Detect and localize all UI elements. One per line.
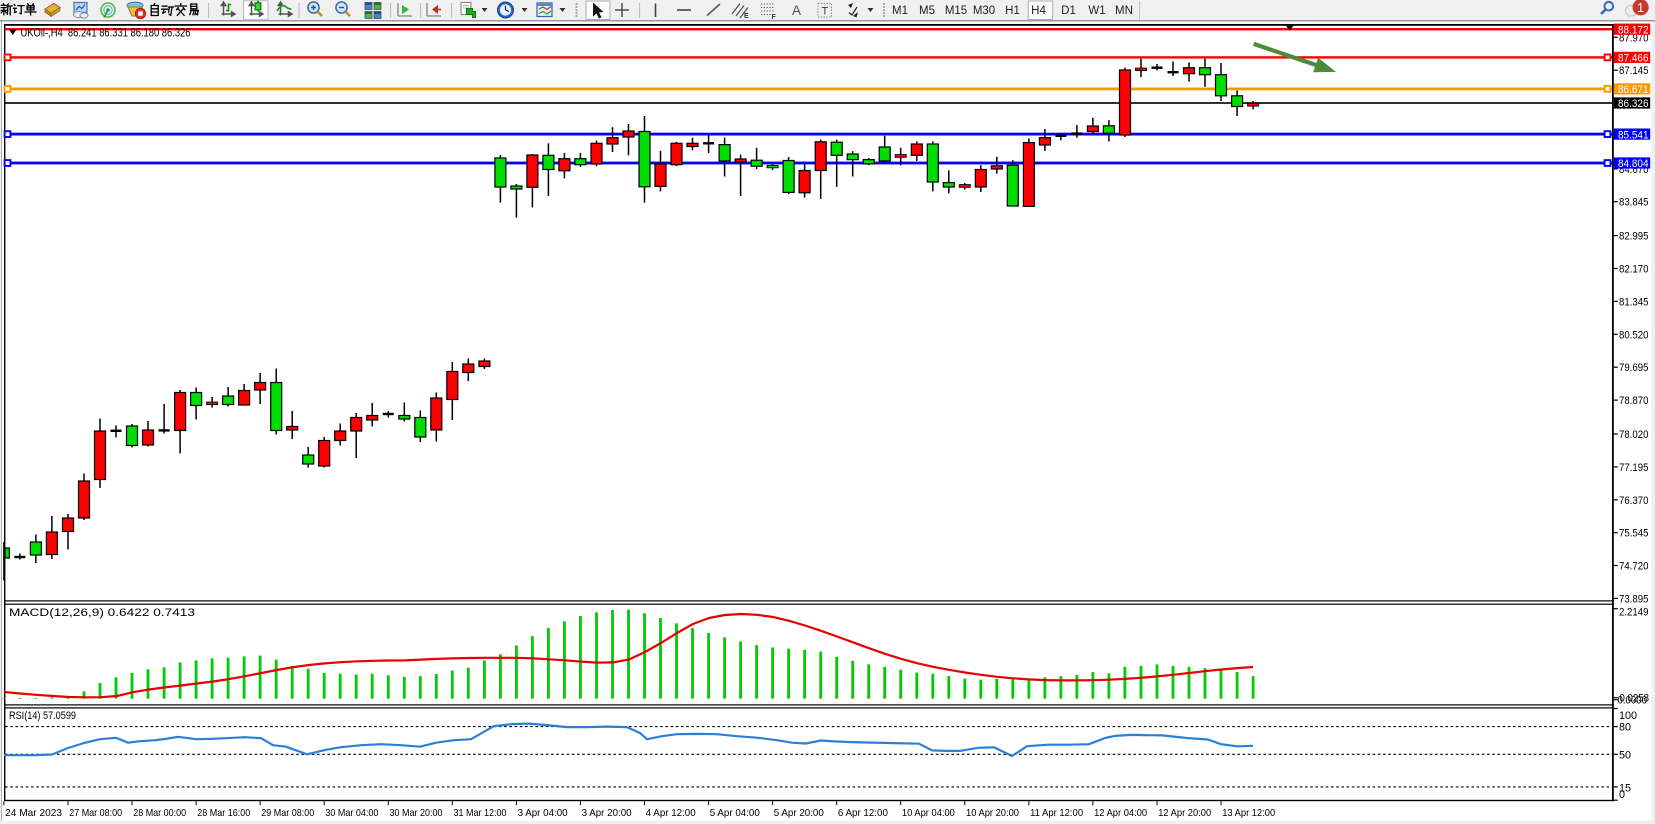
svg-text:87.466: 87.466 [1618, 53, 1649, 65]
svg-text:76.370: 76.370 [1619, 495, 1649, 507]
svg-text:30 Mar 04:00: 30 Mar 04:00 [325, 807, 378, 819]
svg-text:83.845: 83.845 [1619, 197, 1649, 209]
svg-text:W1: W1 [1088, 5, 1105, 17]
svg-text:80.520: 80.520 [1619, 329, 1649, 341]
svg-text:MN: MN [1115, 5, 1133, 17]
svg-text:6 Apr 12:00: 6 Apr 12:00 [838, 807, 888, 819]
svg-text:78.870: 78.870 [1619, 395, 1649, 407]
svg-text:82.995: 82.995 [1619, 231, 1649, 243]
svg-text:11 Apr 12:00: 11 Apr 12:00 [1030, 807, 1083, 819]
svg-text:73.895: 73.895 [1619, 593, 1649, 605]
svg-text:28 Mar 00:00: 28 Mar 00:00 [133, 807, 186, 819]
svg-text:50: 50 [1619, 749, 1631, 761]
svg-text:M15: M15 [945, 5, 967, 17]
svg-text:78.020: 78.020 [1619, 429, 1649, 441]
svg-text:81.345: 81.345 [1619, 296, 1649, 308]
svg-text:3 Apr 04:00: 3 Apr 04:00 [518, 807, 568, 819]
svg-text:12 Apr 04:00: 12 Apr 04:00 [1094, 807, 1147, 819]
svg-text:0.0258: 0.0258 [1620, 693, 1650, 705]
svg-text:77.195: 77.195 [1619, 462, 1649, 474]
svg-text:87.970: 87.970 [1619, 32, 1649, 44]
svg-text:5 Apr 20:00: 5 Apr 20:00 [774, 807, 824, 819]
svg-text:13 Apr 12:00: 13 Apr 12:00 [1222, 807, 1275, 819]
svg-text:M30: M30 [973, 5, 995, 17]
svg-text:D1: D1 [1061, 5, 1076, 17]
svg-text:0: 0 [1619, 789, 1625, 801]
svg-text:A: A [792, 3, 801, 18]
svg-text:H4: H4 [1031, 5, 1046, 17]
svg-text:88.172: 88.172 [1618, 24, 1649, 36]
svg-text:27 Mar 08:00: 27 Mar 08:00 [69, 807, 122, 819]
svg-text:79.695: 79.695 [1619, 362, 1649, 374]
svg-text:87.145: 87.145 [1619, 65, 1649, 77]
svg-text:E: E [744, 13, 749, 20]
svg-text:RSI(14) 57.0599: RSI(14) 57.0599 [9, 710, 76, 722]
svg-text:H1: H1 [1005, 5, 1020, 17]
svg-text:82.170: 82.170 [1619, 264, 1649, 276]
svg-text:M1: M1 [892, 5, 908, 17]
svg-text:12 Apr 20:00: 12 Apr 20:00 [1158, 807, 1211, 819]
svg-text:100: 100 [1619, 710, 1637, 722]
svg-text:10 Apr 04:00: 10 Apr 04:00 [902, 807, 955, 819]
svg-text:30 Mar 20:00: 30 Mar 20:00 [390, 807, 443, 819]
svg-text:MACD(12,26,9) 0.6422 0.7413: MACD(12,26,9) 0.6422 0.7413 [9, 607, 195, 619]
svg-text:29 Mar 08:00: 29 Mar 08:00 [261, 807, 314, 819]
svg-text:4 Apr 12:00: 4 Apr 12:00 [646, 807, 696, 819]
svg-text:5 Apr 04:00: 5 Apr 04:00 [710, 807, 760, 819]
svg-text:80: 80 [1619, 722, 1631, 734]
svg-text:86.326: 86.326 [1618, 98, 1649, 110]
svg-text:86.671: 86.671 [1618, 84, 1649, 96]
svg-text:84.804: 84.804 [1618, 158, 1649, 170]
svg-text:T: T [822, 6, 829, 18]
svg-text:1: 1 [1637, 1, 1644, 15]
svg-text:24 Mar 2023: 24 Mar 2023 [5, 807, 62, 819]
svg-text:75.545: 75.545 [1619, 528, 1649, 540]
svg-text:31 Mar 12:00: 31 Mar 12:00 [454, 807, 507, 819]
svg-text:2.2149: 2.2149 [1619, 606, 1649, 618]
svg-text:15: 15 [1619, 783, 1631, 795]
svg-text:3 Apr 20:00: 3 Apr 20:00 [582, 807, 632, 819]
svg-text:85.541: 85.541 [1618, 129, 1649, 141]
svg-text:UKOil-,H4 86.241 86.331 86.18: UKOil-,H4 86.241 86.331 86.180 86.326 [21, 26, 191, 40]
svg-text:28 Mar 16:00: 28 Mar 16:00 [197, 807, 250, 819]
svg-text:F: F [772, 14, 777, 21]
svg-text:M5: M5 [919, 5, 935, 17]
svg-text:10 Apr 20:00: 10 Apr 20:00 [966, 807, 1019, 819]
svg-text:74.720: 74.720 [1619, 561, 1649, 573]
svg-text:0.0000: 0.0000 [1618, 695, 1648, 707]
